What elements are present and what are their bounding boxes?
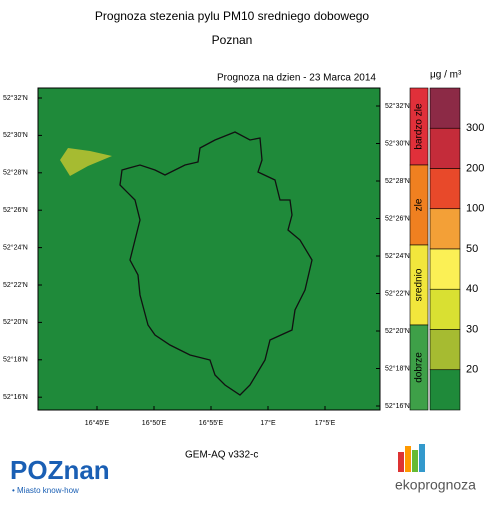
lat-label: 52°16'N bbox=[3, 393, 28, 401]
category-label: dobrze bbox=[414, 352, 425, 383]
eko-icon bbox=[398, 444, 425, 472]
lat-label: 52°28'N bbox=[385, 177, 410, 185]
lat-label: 52°30'N bbox=[385, 139, 410, 147]
lat-label: 52°20'N bbox=[385, 327, 410, 335]
legend-swatch bbox=[429, 369, 461, 411]
lon-label: 17°E bbox=[260, 419, 276, 427]
lat-label: 52°22'N bbox=[3, 281, 28, 289]
map-area bbox=[37, 87, 381, 411]
title: Prognoza stezenia pylu PM10 sredniego do… bbox=[95, 9, 370, 23]
lat-label: 52°20'N bbox=[3, 318, 28, 326]
lat-label: 52°30'N bbox=[3, 131, 28, 139]
legend-swatch bbox=[429, 329, 461, 371]
city-boundary bbox=[119, 131, 313, 396]
lat-label: 52°22'N bbox=[385, 289, 410, 297]
lat-label: 52°26'N bbox=[3, 206, 28, 214]
lat-label: 52°24'N bbox=[385, 252, 410, 260]
legend-swatch bbox=[429, 168, 461, 210]
legend-swatch bbox=[429, 288, 461, 330]
lon-label: 17°5'E bbox=[315, 419, 336, 427]
legend-swatch bbox=[429, 208, 461, 250]
lat-label: 52°32'N bbox=[385, 102, 410, 110]
legend-swatch bbox=[429, 87, 461, 129]
lat-label: 52°18'N bbox=[385, 364, 410, 372]
legend-value: 20 bbox=[466, 364, 478, 376]
legend-unit: μg / m³ bbox=[430, 70, 462, 81]
model-label: GEM-AQ v332-c bbox=[185, 450, 258, 461]
lat-label: 52°28'N bbox=[3, 169, 28, 177]
tagline: • Miasto know-how bbox=[12, 486, 79, 495]
legend-value: 100 bbox=[466, 203, 484, 215]
category-label: bardzo zle bbox=[414, 103, 425, 150]
legend-swatch bbox=[429, 127, 461, 169]
category-label: srednio bbox=[414, 268, 425, 301]
lat-label: 52°18'N bbox=[3, 356, 28, 364]
forecast-date: Prognoza na dzien - 23 Marca 2014 bbox=[217, 73, 376, 84]
lat-label: 52°26'N bbox=[385, 214, 410, 222]
plume bbox=[60, 148, 112, 176]
poznan-logo: POZnan bbox=[10, 455, 110, 485]
lat-label: 52°24'N bbox=[3, 243, 28, 251]
legend-value: 300 bbox=[466, 122, 484, 134]
lon-label: 16°55'E bbox=[199, 419, 224, 427]
legend-value: 40 bbox=[466, 283, 478, 295]
lat-label: 52°16'N bbox=[385, 402, 410, 410]
legend-value: 200 bbox=[466, 162, 484, 174]
lat-label: 52°32'N bbox=[3, 94, 28, 102]
legend-swatch bbox=[429, 248, 461, 290]
lon-label: 16°45'E bbox=[85, 419, 110, 427]
legend-value: 50 bbox=[466, 243, 478, 255]
lon-label: 16°50'E bbox=[142, 419, 167, 427]
ekoprognoza-logo: ekoprognoza bbox=[395, 477, 476, 493]
legend-value: 30 bbox=[466, 323, 478, 335]
subtitle: Poznan bbox=[212, 33, 253, 47]
category-band bbox=[409, 324, 429, 411]
category-label: zle bbox=[414, 198, 425, 211]
